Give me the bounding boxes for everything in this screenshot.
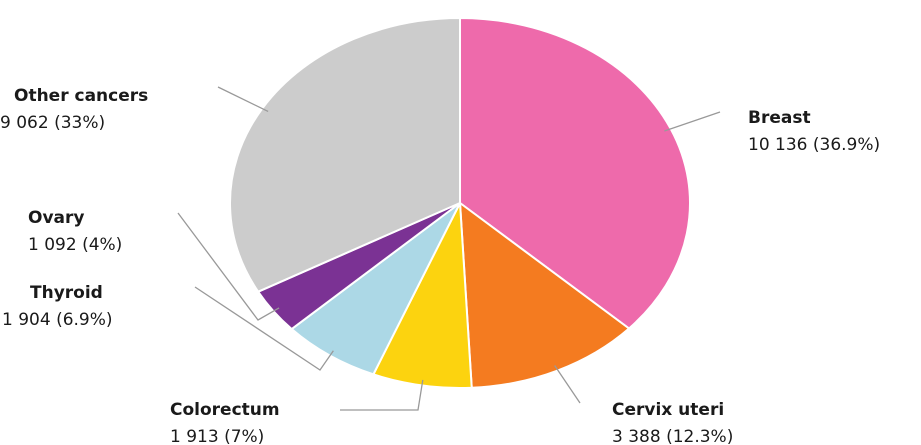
slice-name: Ovary xyxy=(28,208,84,228)
slice-name: Colorectum xyxy=(170,400,280,420)
leader-line xyxy=(177,212,280,321)
slice-value: 9 062 (33%) xyxy=(0,113,105,133)
slice-value: 3 388 (12.3%) xyxy=(612,427,733,445)
leader-line xyxy=(217,86,269,113)
leader-line xyxy=(554,365,581,404)
slice-name: Cervix uteri xyxy=(612,400,724,420)
slice-value: 1 904 (6.9%) xyxy=(2,310,113,330)
slice-value: 1 913 (7%) xyxy=(170,427,264,445)
leader-line xyxy=(340,379,424,411)
slice-name: Other cancers xyxy=(14,86,148,106)
leader-line xyxy=(194,286,334,371)
slice-name: Thyroid xyxy=(30,283,103,303)
slice-value: 10 136 (36.9%) xyxy=(748,135,880,155)
slice-name: Breast xyxy=(748,108,811,128)
leader-line xyxy=(664,111,721,132)
slice-value: 1 092 (4%) xyxy=(28,235,122,255)
